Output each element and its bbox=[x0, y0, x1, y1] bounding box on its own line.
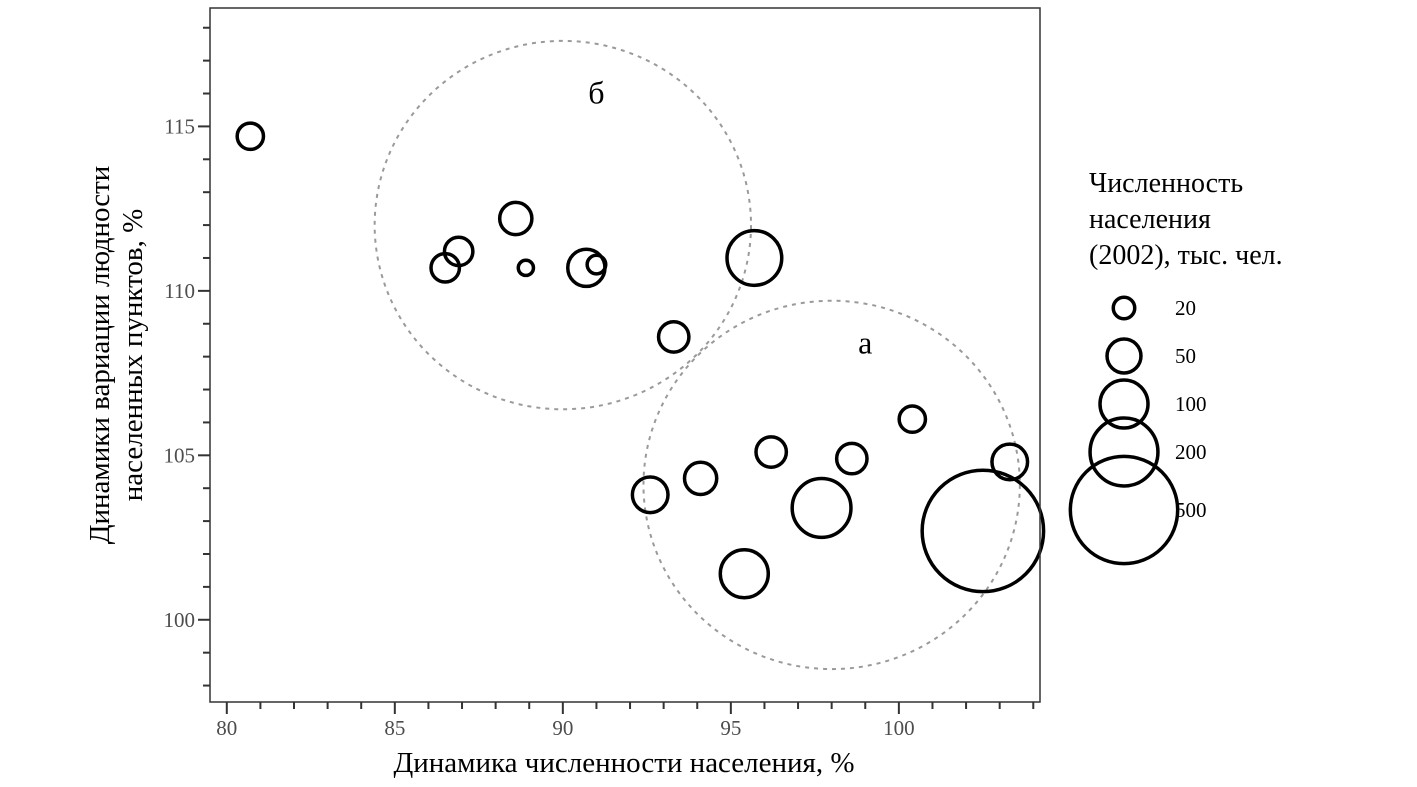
legend-key bbox=[1111, 295, 1137, 321]
legend-title-line: Численность bbox=[1089, 168, 1243, 199]
y-tick-label: 115 bbox=[164, 114, 195, 138]
x-tick-label: 95 bbox=[720, 716, 741, 740]
data-point bbox=[656, 319, 691, 354]
x-tick-label: 90 bbox=[552, 716, 573, 740]
legend-label: 20 bbox=[1175, 296, 1196, 320]
data-point bbox=[897, 404, 928, 435]
group-label: б bbox=[588, 75, 604, 111]
y-tick-label: 100 bbox=[164, 608, 196, 632]
y-axis: 100 105 110 115 bbox=[164, 26, 210, 687]
plot-panel bbox=[209, 7, 1041, 703]
legend-label: 100 bbox=[1175, 392, 1207, 416]
x-axis: 80 85 90 95 100 bbox=[216, 702, 1035, 740]
y-axis-title-line: населенных пунктов, % bbox=[117, 209, 149, 502]
y-axis-title: Динамики вариации людностинаселенных пун… bbox=[84, 166, 149, 545]
data-point bbox=[718, 547, 771, 600]
group-circles bbox=[373, 39, 1021, 671]
data-point bbox=[516, 258, 536, 278]
y-tick-label: 105 bbox=[164, 443, 196, 467]
legend-label: 500 bbox=[1175, 498, 1207, 522]
data-points bbox=[235, 121, 1046, 600]
legend-label: 200 bbox=[1175, 440, 1207, 464]
data-point bbox=[585, 253, 608, 276]
x-tick-label: 85 bbox=[384, 716, 405, 740]
legend-label: 50 bbox=[1175, 344, 1196, 368]
legend-key bbox=[1068, 454, 1180, 566]
group-circle bbox=[373, 39, 753, 411]
data-point bbox=[630, 475, 670, 515]
legend-key bbox=[1098, 378, 1150, 430]
data-point bbox=[754, 435, 789, 469]
data-point bbox=[920, 468, 1046, 594]
legend-key bbox=[1088, 416, 1160, 488]
x-tick-label: 100 bbox=[883, 716, 915, 740]
legend-title-line: (2002), тыс. чел. bbox=[1089, 240, 1283, 271]
data-point bbox=[834, 441, 869, 476]
data-point bbox=[497, 200, 534, 237]
data-point bbox=[235, 121, 266, 152]
group-circle bbox=[642, 299, 1021, 671]
x-tick-label: 80 bbox=[216, 716, 237, 740]
size-legend: Численность населения (2002), тыс. чел. 20 5… bbox=[1068, 168, 1283, 566]
legend-title-line: населения bbox=[1089, 204, 1211, 235]
data-point bbox=[790, 476, 853, 540]
group-labels: ба bbox=[588, 75, 872, 361]
legend-key bbox=[1105, 337, 1143, 375]
data-point bbox=[682, 460, 719, 497]
group-label: а bbox=[858, 324, 872, 360]
y-axis-title-line: Динамики вариации людности bbox=[84, 166, 116, 545]
x-axis-title: Динамика численности населения, % bbox=[393, 747, 854, 779]
y-tick-label: 110 bbox=[164, 279, 195, 303]
data-point bbox=[990, 442, 1030, 482]
data-point bbox=[442, 235, 475, 268]
data-point bbox=[725, 228, 784, 288]
